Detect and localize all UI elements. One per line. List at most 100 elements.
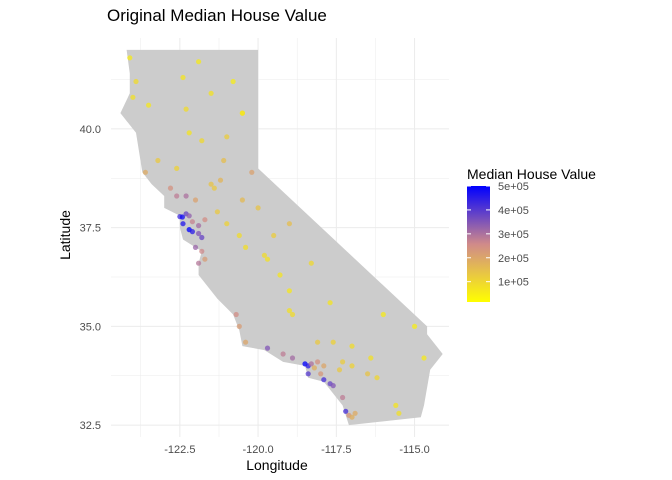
data-point xyxy=(180,74,186,81)
data-point xyxy=(236,232,242,239)
data-point xyxy=(208,181,214,187)
data-point xyxy=(214,209,220,215)
data-point xyxy=(352,410,358,416)
data-point xyxy=(349,363,355,369)
data-point xyxy=(189,229,195,235)
legend-colorbar xyxy=(467,186,490,302)
data-point xyxy=(211,185,217,191)
x-tick-label: -120.0 xyxy=(242,444,273,456)
x-tick-label: -115.0 xyxy=(399,444,429,456)
data-point xyxy=(308,361,314,367)
data-point xyxy=(336,367,343,373)
data-point xyxy=(202,256,208,262)
legend-tick-label: 2e+05 xyxy=(498,253,529,265)
y-axis-ticks: 32.5 35.0 37.5 40.0 xyxy=(80,124,101,432)
x-axis-ticks: -122.5 -120.0 -117.5 -115.0 xyxy=(164,444,430,456)
data-point xyxy=(230,78,236,85)
data-point xyxy=(192,197,199,203)
data-point xyxy=(289,355,296,361)
data-point xyxy=(318,371,324,377)
legend-tick-label: 3e+05 xyxy=(498,229,529,241)
legend-tick-label: 5e+05 xyxy=(498,181,529,193)
data-point xyxy=(261,252,267,258)
y-tick-label: 32.5 xyxy=(80,420,101,432)
legend-tick-label: 1e+05 xyxy=(498,277,529,289)
data-point xyxy=(277,272,283,278)
data-point xyxy=(343,408,349,414)
data-point xyxy=(330,383,336,389)
data-points xyxy=(127,55,427,420)
data-point xyxy=(315,359,321,365)
data-point xyxy=(236,323,242,329)
data-point xyxy=(133,78,139,85)
california-outline xyxy=(120,49,443,426)
data-point xyxy=(286,308,292,314)
data-point xyxy=(239,110,245,116)
data-point xyxy=(305,371,311,377)
data-point xyxy=(146,102,152,108)
data-point xyxy=(199,138,205,144)
data-point xyxy=(167,185,174,191)
data-point xyxy=(179,214,185,220)
legend-tick-label: 4e+05 xyxy=(498,205,529,217)
data-point xyxy=(327,300,333,306)
data-point xyxy=(196,230,202,237)
legend-title: Median House Value xyxy=(467,166,596,182)
data-point xyxy=(380,311,386,318)
chart-title: Original Median House Value xyxy=(107,6,327,25)
data-point xyxy=(286,221,292,227)
data-point xyxy=(239,197,245,203)
data-point xyxy=(280,351,286,357)
data-point xyxy=(174,193,180,199)
data-point xyxy=(183,106,189,112)
data-point xyxy=(321,363,327,369)
data-point xyxy=(196,260,202,266)
data-point xyxy=(330,339,336,345)
data-point xyxy=(308,260,314,266)
y-axis-title: Latitude xyxy=(57,210,73,260)
data-point xyxy=(243,339,249,345)
y-tick-label: 37.5 xyxy=(80,223,101,235)
data-point xyxy=(421,355,427,361)
data-point xyxy=(264,256,271,262)
data-point xyxy=(180,221,186,227)
x-tick-label: -117.5 xyxy=(321,444,351,456)
data-point xyxy=(224,221,230,227)
legend-ticks: 1e+05 2e+05 3e+05 4e+05 5e+05 xyxy=(467,181,529,289)
data-point xyxy=(396,410,402,416)
data-point xyxy=(340,359,346,365)
data-point xyxy=(255,205,261,211)
data-point xyxy=(412,323,418,329)
data-point xyxy=(189,219,195,225)
data-point xyxy=(208,90,214,96)
data-point xyxy=(233,311,239,318)
data-point xyxy=(321,377,327,383)
data-point xyxy=(130,94,136,100)
data-point xyxy=(368,355,374,361)
data-point xyxy=(199,248,205,254)
data-point xyxy=(186,213,192,219)
data-point xyxy=(199,234,205,241)
data-point xyxy=(127,55,133,61)
data-point xyxy=(311,365,317,371)
data-point xyxy=(192,244,199,250)
data-point xyxy=(174,165,180,171)
data-point xyxy=(271,232,277,239)
data-point xyxy=(340,394,346,401)
data-point xyxy=(202,217,208,223)
data-point xyxy=(186,130,192,136)
x-tick-label: -122.5 xyxy=(164,444,195,456)
data-point xyxy=(183,193,189,199)
y-tick-label: 35.0 xyxy=(80,321,101,333)
data-point xyxy=(393,402,399,408)
y-tick-label: 40.0 xyxy=(80,124,101,136)
data-point xyxy=(289,311,296,318)
data-point xyxy=(365,371,371,377)
panel xyxy=(111,38,449,437)
data-point xyxy=(349,343,355,349)
legend: Median House Value 1e+05 2e+05 3e+05 4e+05 5… xyxy=(467,166,596,302)
data-point xyxy=(155,157,161,164)
data-point xyxy=(221,157,227,164)
data-point xyxy=(349,414,355,420)
data-point xyxy=(142,169,148,175)
